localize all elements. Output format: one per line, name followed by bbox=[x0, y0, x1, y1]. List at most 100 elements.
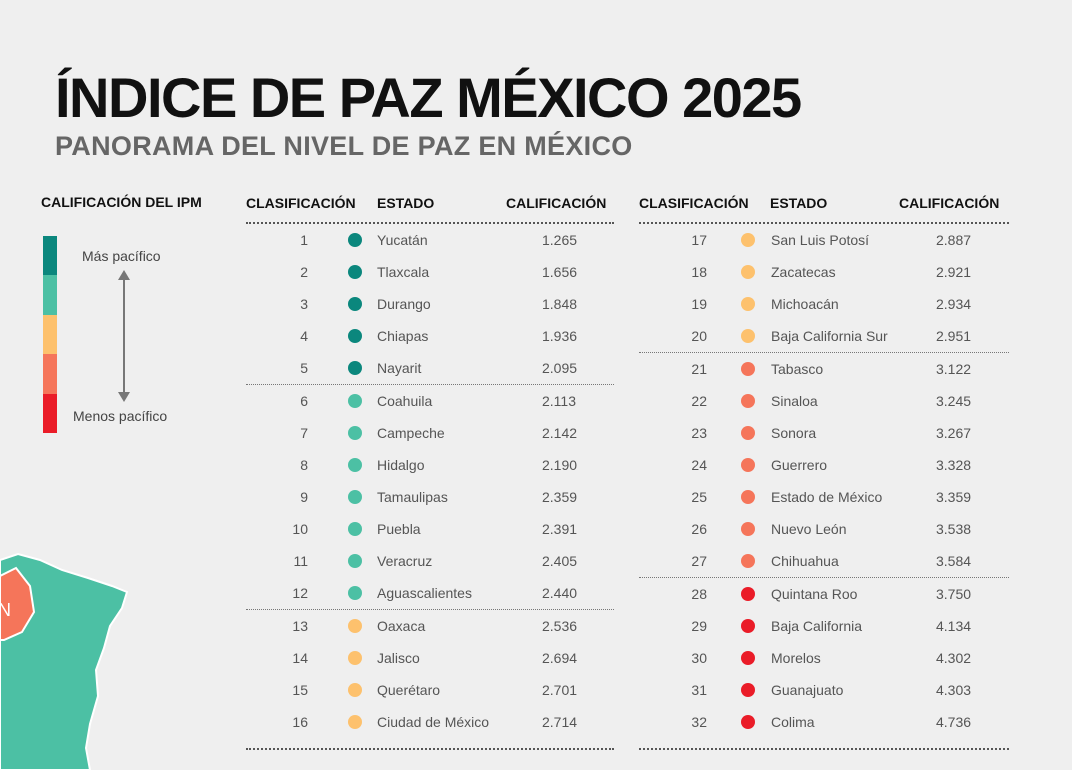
score-cell: 2.934 bbox=[936, 296, 972, 312]
score-cell: 2.440 bbox=[542, 585, 578, 601]
table-row: 7 Campeche 2.142 bbox=[246, 417, 614, 449]
rank-cell: 14 bbox=[292, 650, 308, 666]
level-dot-icon bbox=[348, 297, 362, 311]
header-divider bbox=[639, 222, 1009, 224]
table-row: 29 Baja California 4.134 bbox=[639, 610, 1009, 642]
column-header-rank: CLASIFICACIÓN bbox=[246, 195, 356, 211]
rank-cell: 15 bbox=[292, 682, 308, 698]
column-header-state: ESTADO bbox=[377, 195, 435, 211]
level-dot-icon bbox=[741, 362, 755, 376]
group-divider bbox=[246, 384, 614, 385]
level-dot-icon bbox=[348, 619, 362, 633]
group-divider bbox=[639, 577, 1009, 578]
table-row: 18 Zacatecas 2.921 bbox=[639, 256, 1009, 288]
table-row: 19 Michoacán 2.934 bbox=[639, 288, 1009, 320]
score-cell: 2.391 bbox=[542, 521, 578, 537]
level-dot-icon bbox=[348, 233, 362, 247]
rank-cell: 1 bbox=[300, 232, 308, 248]
rank-cell: 30 bbox=[691, 650, 707, 666]
level-dot-icon bbox=[741, 715, 755, 729]
state-cell: Tabasco bbox=[771, 361, 824, 377]
score-cell: 3.538 bbox=[936, 521, 972, 537]
score-cell: 2.536 bbox=[542, 618, 578, 634]
state-cell: Tlaxcala bbox=[377, 264, 430, 280]
level-dot-icon bbox=[741, 554, 755, 568]
state-cell: Baja California Sur bbox=[771, 328, 888, 344]
page-title: ÍNDICE DE PAZ MÉXICO 2025 bbox=[55, 66, 802, 129]
score-cell: 4.134 bbox=[936, 618, 972, 634]
level-dot-icon bbox=[741, 329, 755, 343]
column-header-rank: CLASIFICACIÓN bbox=[639, 195, 749, 211]
state-cell: Aguascalientes bbox=[377, 585, 472, 601]
rank-cell: 20 bbox=[691, 328, 707, 344]
table-row: 25 Estado de México 3.359 bbox=[639, 481, 1009, 513]
ranking-table-left: CLASIFICACIÓN ESTADO CALIFICACIÓN 1 Yucat… bbox=[246, 192, 614, 750]
table-row: 8 Hidalgo 2.190 bbox=[246, 449, 614, 481]
state-cell: Puebla bbox=[377, 521, 421, 537]
level-dot-icon bbox=[348, 329, 362, 343]
table-row: 32 Colima 4.736 bbox=[639, 706, 1009, 738]
rank-cell: 28 bbox=[691, 586, 707, 602]
rank-cell: 13 bbox=[292, 618, 308, 634]
table-row: 21 Tabasco 3.122 bbox=[639, 353, 1009, 385]
legend-top-label: Más pacífico bbox=[82, 248, 161, 264]
level-dot-icon bbox=[741, 619, 755, 633]
score-cell: 3.584 bbox=[936, 553, 972, 569]
table-rows: 17 San Luis Potosí 2.887 18 Zacatecas 2.921 19… bbox=[639, 224, 1009, 738]
table-row: 1 Yucatán 1.265 bbox=[246, 224, 614, 256]
table-row: 2 Tlaxcala 1.656 bbox=[246, 256, 614, 288]
legend-title: CALIFICACIÓN DEL IPM bbox=[41, 194, 202, 210]
state-cell: Nayarit bbox=[377, 360, 422, 376]
score-cell: 1.265 bbox=[542, 232, 578, 248]
group-divider bbox=[246, 609, 614, 610]
table-row: 5 Nayarit 2.095 bbox=[246, 352, 614, 384]
table-row: 24 Guerrero 3.328 bbox=[639, 449, 1009, 481]
score-cell: 2.701 bbox=[542, 682, 578, 698]
state-cell: Hidalgo bbox=[377, 457, 425, 473]
state-cell: Chihuahua bbox=[771, 553, 839, 569]
level-dot-icon bbox=[348, 458, 362, 472]
level-dot-icon bbox=[348, 426, 362, 440]
state-cell: Campeche bbox=[377, 425, 445, 441]
score-cell: 3.359 bbox=[936, 489, 972, 505]
level-dot-icon bbox=[741, 683, 755, 697]
rank-cell: 12 bbox=[292, 585, 308, 601]
level-dot-icon bbox=[741, 394, 755, 408]
score-cell: 4.736 bbox=[936, 714, 972, 730]
rank-cell: 8 bbox=[300, 457, 308, 473]
table-row: 15 Querétaro 2.701 bbox=[246, 674, 614, 706]
rank-cell: 17 bbox=[691, 232, 707, 248]
table-row: 11 Veracruz 2.405 bbox=[246, 545, 614, 577]
legend-color-scale bbox=[43, 236, 57, 433]
level-dot-icon bbox=[741, 651, 755, 665]
score-cell: 3.328 bbox=[936, 457, 972, 473]
table-row: 23 Sonora 3.267 bbox=[639, 417, 1009, 449]
level-dot-icon bbox=[348, 522, 362, 536]
level-dot-icon bbox=[348, 265, 362, 279]
rank-cell: 19 bbox=[691, 296, 707, 312]
state-cell: Baja California bbox=[771, 618, 863, 634]
score-cell: 2.095 bbox=[542, 360, 578, 376]
table-header: CLASIFICACIÓN ESTADO CALIFICACIÓN bbox=[639, 192, 1009, 214]
table-rows: 1 Yucatán 1.265 2 Tlaxcala 1.656 3 Durango 1.848… bbox=[246, 224, 614, 738]
table-row: 4 Chiapas 1.936 bbox=[246, 320, 614, 352]
state-cell: Veracruz bbox=[377, 553, 433, 569]
table-row: 17 San Luis Potosí 2.887 bbox=[639, 224, 1009, 256]
table-row: 20 Baja California Sur 2.951 bbox=[639, 320, 1009, 352]
table-header: CLASIFICACIÓN ESTADO CALIFICACIÓN bbox=[246, 192, 614, 214]
state-cell: Morelos bbox=[771, 650, 821, 666]
state-cell: Durango bbox=[377, 296, 431, 312]
table-row: 14 Jalisco 2.694 bbox=[246, 642, 614, 674]
table-row: 31 Guanajuato 4.303 bbox=[639, 674, 1009, 706]
state-cell: Jalisco bbox=[377, 650, 420, 666]
rank-cell: 6 bbox=[300, 393, 308, 409]
column-header-score: CALIFICACIÓN bbox=[506, 195, 607, 211]
state-cell: Tamaulipas bbox=[377, 489, 448, 505]
state-cell: Querétaro bbox=[377, 682, 441, 698]
level-dot-icon bbox=[741, 233, 755, 247]
table-row: 30 Morelos 4.302 bbox=[639, 642, 1009, 674]
table-row: 13 Oaxaca 2.536 bbox=[246, 610, 614, 642]
state-cell: Sonora bbox=[771, 425, 817, 441]
level-dot-icon bbox=[741, 297, 755, 311]
level-dot-icon bbox=[741, 265, 755, 279]
